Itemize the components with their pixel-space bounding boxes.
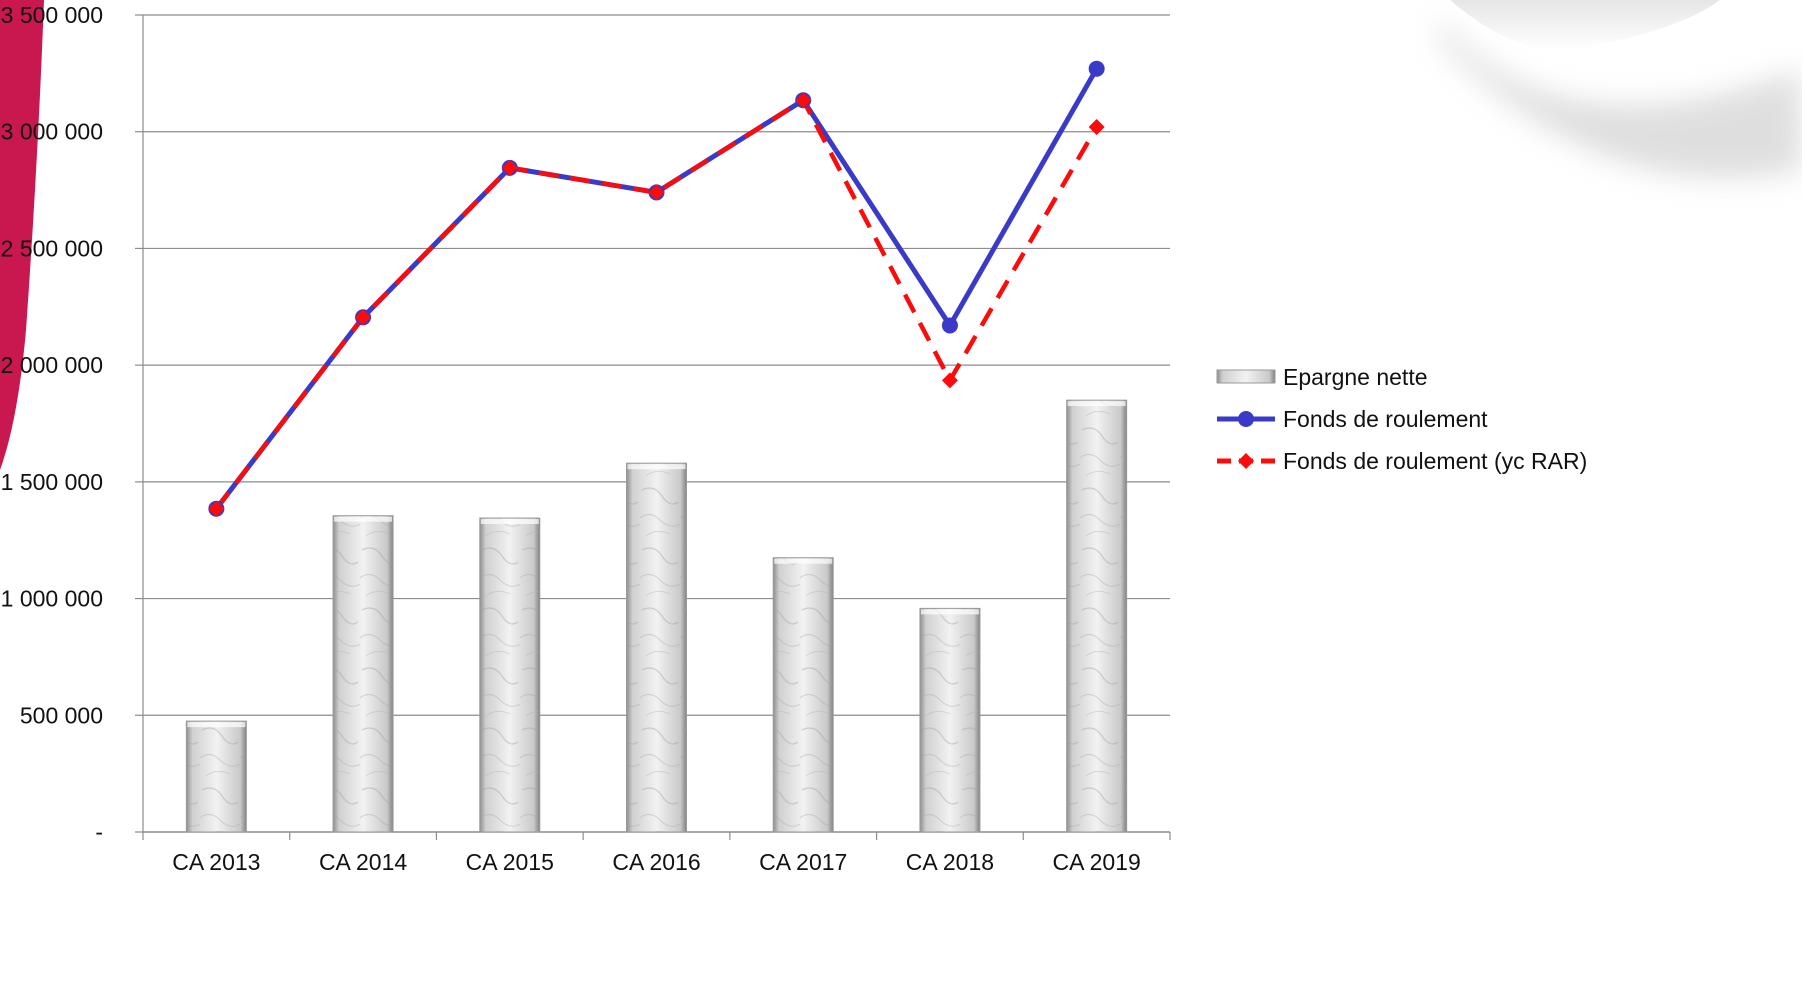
- decorative-accent-shape: [0, 0, 44, 470]
- y-tick-label: 1 500 000: [1, 469, 103, 495]
- legend-label: Fonds de roulement: [1283, 406, 1488, 432]
- series-point: [501, 159, 518, 176]
- x-tick-label: CA 2013: [172, 849, 260, 875]
- gridlines: [143, 14, 1170, 716]
- y-axis: - 500 000 1 000 000 1 500 000 2 000 000 2 500…: [1, 2, 144, 845]
- bar: [332, 515, 394, 833]
- legend-item: Fonds de roulement (yc RAR): [1217, 448, 1587, 474]
- x-tick-label: CA 2019: [1053, 849, 1141, 875]
- bar: [479, 517, 541, 833]
- legend-marker: [1238, 453, 1254, 469]
- legend-item: Fonds de roulement: [1217, 406, 1488, 432]
- y-tick-label: 3 500 000: [1, 2, 103, 28]
- y-tick-label: 2 000 000: [1, 352, 103, 378]
- series-point: [941, 317, 958, 334]
- y-tick-label: -: [95, 819, 103, 845]
- legend-label: Fonds de roulement (yc RAR): [1283, 448, 1587, 474]
- legend-item: Epargne nette: [1216, 364, 1428, 390]
- series-point: [355, 309, 372, 326]
- x-tick-label: CA 2014: [319, 849, 407, 875]
- legend: Epargne nette Fonds de roulement Fonds de …: [1216, 364, 1587, 474]
- x-axis: CA 2013 CA 2014 CA 2015 CA 2016 CA 2017 CA 20…: [142, 831, 1171, 875]
- series-point: [941, 372, 958, 389]
- x-tick-label: CA 2015: [466, 849, 554, 875]
- bar: [772, 557, 834, 833]
- series-point: [1088, 60, 1105, 77]
- x-tick-label: CA 2017: [759, 849, 847, 875]
- x-tick-label: CA 2018: [906, 849, 994, 875]
- bar-series: [185, 399, 1128, 833]
- legend-label: Epargne nette: [1283, 364, 1428, 390]
- y-tick-label: 1 000 000: [1, 586, 103, 612]
- bar: [626, 462, 687, 833]
- series-point: [208, 500, 225, 517]
- series-point: [795, 92, 812, 109]
- x-tick-label: CA 2016: [612, 849, 700, 875]
- legend-marker: [1238, 411, 1254, 427]
- line-series: [208, 60, 1105, 517]
- bar: [185, 720, 247, 833]
- decorative-swoosh: [1440, 0, 1802, 178]
- series-point: [648, 184, 665, 201]
- y-tick-label: 2 500 000: [1, 235, 103, 261]
- bar: [919, 607, 981, 833]
- series-point: [1088, 119, 1105, 136]
- legend-swatch: [1216, 369, 1276, 384]
- y-tick-label: 3 000 000: [1, 119, 103, 145]
- series-line: [214, 67, 1099, 511]
- y-tick-label: 500 000: [20, 702, 103, 728]
- bar: [1066, 399, 1128, 833]
